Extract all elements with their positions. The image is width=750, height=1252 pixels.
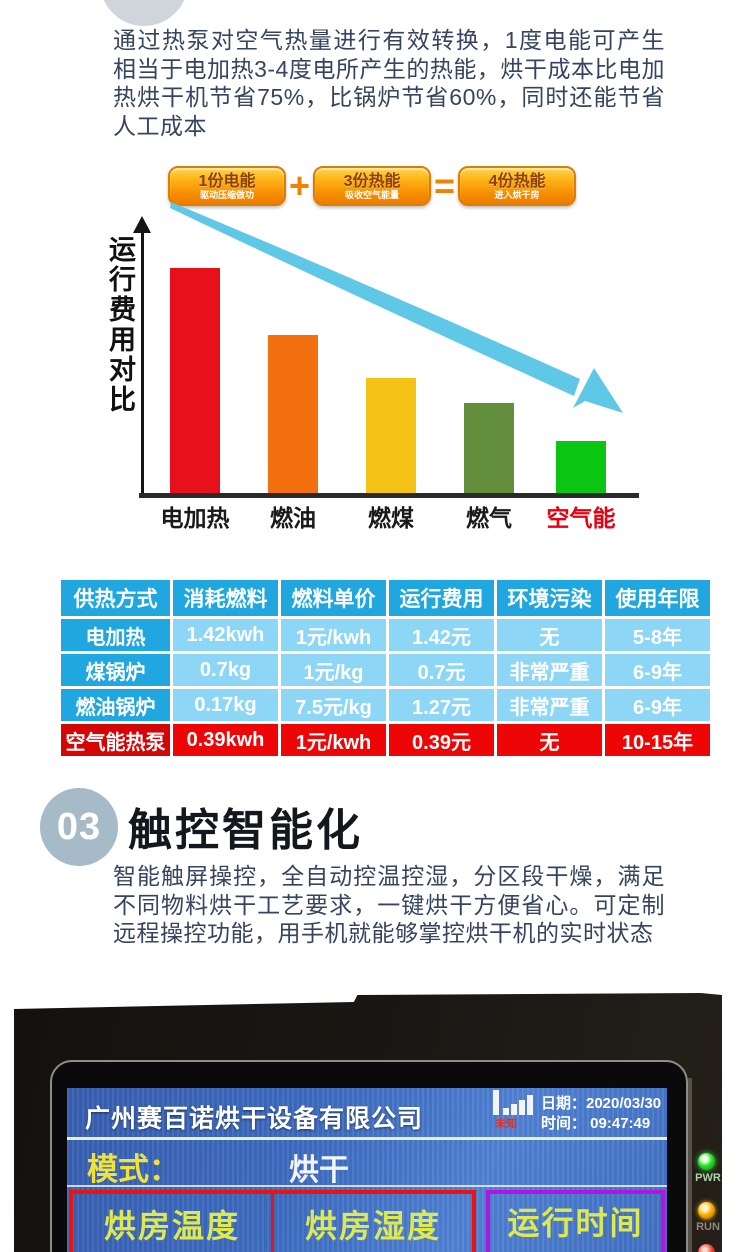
mode-value: 烘干 <box>289 1154 349 1187</box>
table-cell: 1元/kg <box>281 654 386 686</box>
y-axis-arrowhead <box>133 216 151 233</box>
table-header-cell: 供热方式 <box>61 580 170 616</box>
table-cell: 非常严重 <box>497 654 602 686</box>
date-value: 日期：2020/03/30 <box>541 1095 662 1112</box>
bezel-edge-highlight <box>688 1078 692 1252</box>
table-row: 空气能热泵 0.39kwh 1元/kwh 0.39元无 10-15年 <box>61 724 710 756</box>
table-cell: 电加热 <box>61 619 170 651</box>
section-02-circle-partial <box>100 0 188 26</box>
table-cell: 非常严重 <box>497 689 602 721</box>
table-header-cell: 运行费用 <box>389 580 494 616</box>
table-header-cell: 使用年限 <box>605 580 710 616</box>
heating-comparison-table: 供热方式 消耗燃料 燃料单价 运行费用 环境污染 使用年限 电加热 1.42kwh 1元/kw… <box>58 577 713 759</box>
company-name: 广州赛百诺烘干设备有限公司 <box>85 1105 424 1133</box>
bar-燃油 <box>268 335 318 493</box>
table-cell: 无 <box>497 619 602 651</box>
formula-title: 4份热能 <box>488 172 546 190</box>
run-led-label: RUN <box>696 1221 720 1233</box>
table-cell: 1元/kwh <box>281 724 386 756</box>
table-cell: 燃油锅炉 <box>61 689 170 721</box>
table-cell: 0.7kg <box>173 654 278 686</box>
table-cell: 1.42元 <box>389 619 494 651</box>
table-cell: 煤锅炉 <box>61 654 170 686</box>
section-number: 03 <box>56 805 102 848</box>
formula-button: 3份热能 吸收空气能量 <box>313 166 432 206</box>
temp-humidity-box[interactable]: 烘房温度 烘房湿度 <box>69 1190 476 1252</box>
power-led-icon <box>698 1153 715 1170</box>
x-axis <box>139 493 639 498</box>
formula-button: 4份热能 进入烘干房 <box>458 166 577 206</box>
hmi-screen[interactable]: 广州赛百诺烘干设备有限公司 × 未知 日期：2020/03/30 时间： 09:… <box>67 1088 667 1252</box>
table-row: 燃油锅炉 0.17kg 7.5元/kg 1.27元 非常严重 6-9年 <box>61 689 710 721</box>
humidity-label: 烘房湿度 <box>304 1208 441 1244</box>
table-cell: 空气能热泵 <box>61 724 170 756</box>
formula-button: 1份电能 驱动压缩做功 <box>168 166 286 206</box>
plus-operator: + <box>289 165 311 206</box>
section-title: 触控智能化 <box>128 806 363 855</box>
table-cell: 无 <box>497 724 602 756</box>
signal-status: 未知 <box>495 1118 517 1130</box>
bar-燃煤 <box>366 378 416 493</box>
formula-subtitle: 吸收空气能量 <box>345 189 400 200</box>
power-led-label: PWR <box>695 1172 721 1184</box>
separator-line <box>67 1137 667 1140</box>
table-cell: 1.42kwh <box>173 619 278 651</box>
table-cell: 0.39元 <box>389 724 494 756</box>
formula-title: 1份电能 <box>198 172 256 190</box>
formula-subtitle: 进入烘干房 <box>494 189 540 200</box>
table-header-cell: 环境污染 <box>497 580 602 616</box>
bar-电加热 <box>170 268 220 493</box>
table-cell: 10-15年 <box>605 724 710 756</box>
table-cell: 0.39kwh <box>173 724 278 756</box>
table-row: 电加热 1.42kwh 1元/kwh 1.42元无 5-8年 <box>61 619 710 651</box>
table-cell: 6-9年 <box>605 689 710 721</box>
table-cell: 0.7元 <box>389 654 494 686</box>
downward-trend-arrow-icon <box>170 202 623 413</box>
alarm-led-icon <box>698 1244 715 1252</box>
formula-subtitle: 驱动压缩做功 <box>199 189 254 200</box>
table-cell: 1元/kwh <box>281 619 386 651</box>
mode-label: 模式： <box>87 1152 180 1187</box>
table-cell: 6-9年 <box>605 654 710 686</box>
control-panel-photo: 广州赛百诺烘干设备有限公司 × 未知 日期：2020/03/30 时间： 09:… <box>14 993 722 1252</box>
temp-label: 烘房温度 <box>103 1208 240 1244</box>
runtime-label: 运行时间 <box>507 1205 644 1241</box>
bar-燃气 <box>464 403 514 493</box>
bar-label: 燃油 <box>270 505 316 531</box>
table-header-cell: 燃料单价 <box>281 580 386 616</box>
table-cell: 0.17kg <box>173 689 278 721</box>
section-03-badge: 03 <box>40 788 118 866</box>
table-row: 煤锅炉 0.7kg 1元/kg 0.7元 非常严重 6-9年 <box>61 654 710 686</box>
section-body-paragraph: 智能触屏操控，全自动控温控湿，分区段干燥，满足不同物料烘干工艺要求，一键烘干方便… <box>113 863 665 946</box>
table-cell: 1.27元 <box>389 689 494 721</box>
temp-cell[interactable]: 烘房温度 <box>73 1194 271 1252</box>
table-header-cell: 消耗燃料 <box>173 580 278 616</box>
energy-formula: 1份电能 驱动压缩做功 +3份热能 吸收空气能量 = 4份热能 进入烘干房 <box>168 165 577 206</box>
formula-title: 3份热能 <box>343 172 401 190</box>
table-cell: 7.5元/kg <box>281 689 386 721</box>
bar-空气能 <box>556 441 606 493</box>
y-axis <box>141 232 144 494</box>
bar-label: 燃煤 <box>368 505 414 531</box>
bar-label: 燃气 <box>466 505 512 531</box>
table-header: 供热方式 消耗燃料 燃料单价 运行费用 环境污染 使用年限 <box>61 580 710 616</box>
time-value: 时间： 09:47:49 <box>541 1115 651 1132</box>
bar-label: 电加热 <box>160 505 230 531</box>
date-time: 日期：2020/03/30 时间： 09:47:49 <box>541 1094 661 1134</box>
equals-operator: = <box>434 165 456 206</box>
table-cell: 5-8年 <box>605 619 710 651</box>
humidity-cell[interactable]: 烘房湿度 <box>271 1194 472 1252</box>
bar-label: 空气能 <box>546 505 616 531</box>
signal-bars-icon: × <box>493 1090 539 1115</box>
intro-paragraph: 通过热泵对空气热量进行有效转换，1度电能可产生相当于电加热3-4度电所产生的热能… <box>113 27 665 139</box>
runtime-box[interactable]: 运行时间 第 1 段(共计 2 段 <box>486 1190 665 1252</box>
run-led-icon <box>698 1202 715 1219</box>
y-axis-label: 运行费用对比 <box>105 235 135 415</box>
separator-line-2 <box>67 1185 667 1187</box>
